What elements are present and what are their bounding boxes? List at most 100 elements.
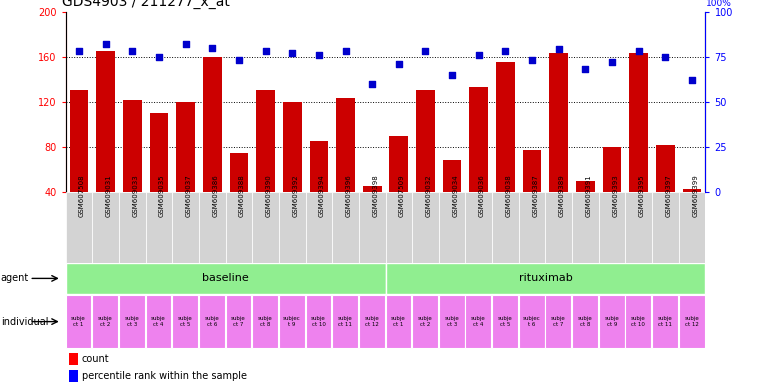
Bar [625,192,652,263]
Bar [439,295,465,348]
Bar [603,147,621,192]
Bar [66,295,92,348]
Point [259,48,271,54]
Bar [678,295,705,348]
Text: subje
ct 4: subje ct 4 [471,316,486,327]
Text: GSM609396: GSM609396 [345,174,352,217]
Bar [252,192,279,263]
Bar [119,295,145,348]
Bar [172,192,199,263]
Text: GSM609038: GSM609038 [506,174,511,217]
Text: subjec
t 6: subjec t 6 [523,316,540,327]
Bar [546,192,572,263]
Bar [466,295,491,348]
Bar [336,98,355,192]
Bar [629,53,648,192]
Point [366,81,379,87]
Point [99,41,112,47]
Text: subje
ct 11: subje ct 11 [338,316,352,327]
Bar [172,295,198,348]
Bar [576,181,594,192]
Point [633,48,645,54]
Bar [332,192,359,263]
Bar [439,192,466,263]
Text: GSM609386: GSM609386 [212,174,218,217]
Text: subje
ct 6: subje ct 6 [204,316,219,327]
Text: GSM609395: GSM609395 [639,174,645,217]
Bar [599,192,625,263]
Point [72,48,85,54]
Text: GSM609390: GSM609390 [265,174,271,217]
Bar [656,145,675,192]
Point [233,57,245,63]
Text: subje
ct 12: subje ct 12 [365,316,379,327]
Bar [66,192,93,263]
Point [206,45,218,51]
Bar [359,192,386,263]
Bar [283,102,301,192]
Text: GSM609036: GSM609036 [479,174,485,217]
Text: GDS4903 / 211277_x_at: GDS4903 / 211277_x_at [62,0,231,9]
Bar [252,295,278,348]
Point [153,53,165,60]
Bar [69,370,79,382]
Bar [519,295,544,348]
Bar [412,295,438,348]
Bar [279,192,305,263]
Bar [519,192,546,263]
Bar [523,150,541,192]
Text: agent: agent [1,273,29,283]
Text: subje
ct 9: subje ct 9 [604,316,619,327]
Bar [412,192,439,263]
Bar [199,295,224,348]
Text: subje
ct 2: subje ct 2 [418,316,433,327]
Bar [305,295,332,348]
Bar [146,192,172,263]
Bar [652,295,678,348]
Point [339,48,352,54]
Text: subje
ct 5: subje ct 5 [178,316,193,327]
Point [606,59,618,65]
Bar [226,295,251,348]
Bar [386,192,412,263]
Bar [119,192,146,263]
Bar [146,295,171,348]
Text: GSM609033: GSM609033 [132,174,138,217]
Text: individual: individual [1,316,49,327]
Bar [572,192,599,263]
Point [659,53,672,60]
Text: GSM609392: GSM609392 [292,174,298,217]
Text: subje
ct 7: subje ct 7 [551,316,566,327]
Point [180,41,192,47]
Bar [545,295,571,348]
Text: subje
ct 12: subje ct 12 [685,316,699,327]
Text: subje
ct 10: subje ct 10 [311,316,326,327]
Text: GSM609037: GSM609037 [186,174,191,217]
Bar [492,192,519,263]
Text: GSM609397: GSM609397 [665,174,672,217]
Bar [386,295,412,348]
Text: GSM609387: GSM609387 [532,174,538,217]
Text: subje
ct 3: subje ct 3 [124,316,140,327]
Bar [256,91,274,192]
Text: GSM609388: GSM609388 [239,174,245,217]
Bar [497,62,515,192]
Text: GSM609391: GSM609391 [585,174,591,217]
Text: GSM609393: GSM609393 [612,174,618,217]
Bar [572,295,598,348]
Bar [309,141,328,192]
Text: baseline: baseline [202,273,249,283]
Text: subje
ct 7: subje ct 7 [231,316,246,327]
Text: subje
ct 1: subje ct 1 [71,316,86,327]
Bar [69,353,79,365]
Bar [443,161,462,192]
Bar [550,53,568,192]
Bar [386,263,705,294]
Text: GSM607508: GSM607508 [79,174,85,217]
Bar [332,295,358,348]
Text: subje
ct 11: subje ct 11 [658,316,672,327]
Text: subje
ct 8: subje ct 8 [258,316,272,327]
Point [500,48,512,54]
Bar [363,186,382,192]
Text: subjec
t 9: subjec t 9 [283,316,301,327]
